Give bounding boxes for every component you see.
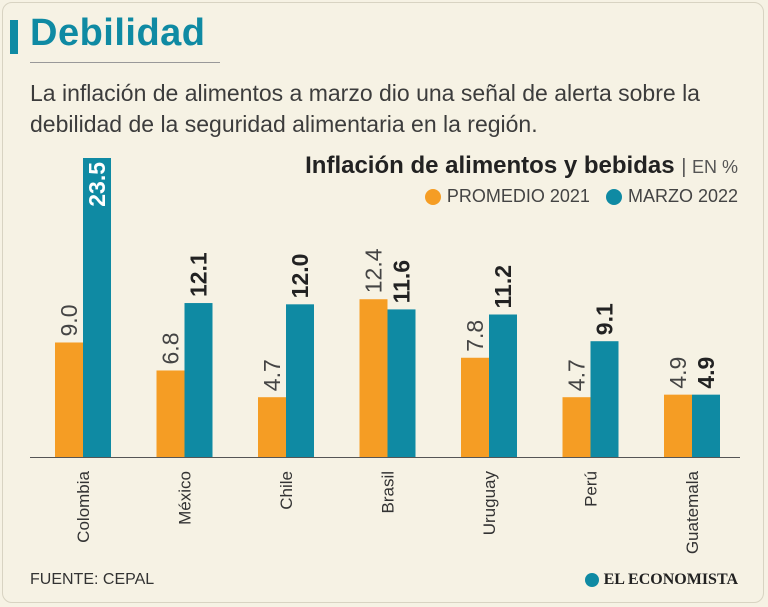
bar-2022-2 (286, 304, 314, 457)
value-label-2021-2: 4.7 (259, 359, 285, 391)
category-label-3: Brasil (379, 471, 398, 514)
subtitle: La inflación de alimentos a marzo dio un… (30, 80, 700, 137)
value-label-2022-1: 12.1 (186, 252, 212, 297)
bar-2022-6 (692, 394, 720, 457)
category-label-1: México (176, 471, 195, 525)
legend-item-2021: PROMEDIO 2021 (424, 186, 590, 207)
bar-2022-1 (184, 303, 213, 457)
bar-2022-0 (83, 158, 111, 457)
bar-2021-4 (461, 357, 489, 457)
value-label-2022-6: 4.9 (693, 357, 719, 389)
brand-name: EL ECONOMISTA (603, 571, 738, 588)
brand-logo: EL ECONOMISTA (584, 571, 738, 589)
title-accent-bar (10, 20, 18, 54)
value-label-2022-0: 23.5 (84, 162, 110, 207)
bar-2022-3 (387, 309, 416, 457)
chart-title-text: Inflación de alimentos y bebidas (305, 152, 675, 179)
source-note: FUENTE: CEPAL (30, 571, 155, 588)
legend-item-2022: MARZO 2022 (605, 186, 738, 207)
category-label-0: Colombia (74, 470, 93, 542)
bar-2022-4 (489, 314, 517, 457)
value-label-2022-2: 12.0 (287, 254, 313, 299)
value-label-2021-4: 7.8 (462, 320, 488, 352)
category-label-4: Uruguay (480, 471, 499, 536)
category-label-5: Perú (582, 471, 601, 507)
value-label-2021-0: 9.0 (56, 305, 82, 337)
chart-unit: EN % (691, 157, 738, 177)
chart-title-separator: | (681, 156, 692, 178)
bar-2021-3 (359, 299, 388, 457)
legend-swatch-2021 (424, 188, 441, 205)
value-label-2021-5: 4.7 (564, 359, 590, 391)
chart-legend: PROMEDIO 2021 MARZO 2022 (409, 186, 738, 207)
value-label-2021-1: 6.8 (158, 332, 184, 364)
chart-title: Inflación de alimentos y bebidas | EN % (305, 152, 738, 180)
category-label-2: Chile (277, 471, 296, 510)
value-label-2022-5: 9.1 (592, 303, 618, 335)
value-label-2022-4: 11.2 (490, 265, 516, 309)
value-label-2021-3: 12.4 (361, 248, 387, 293)
value-label-2022-3: 11.6 (389, 260, 415, 304)
bar-2021-5 (562, 397, 591, 457)
bar-2021-2 (258, 397, 286, 457)
page-title: Debilidad (30, 12, 206, 54)
bar-2021-6 (664, 394, 692, 457)
bar-2021-0 (55, 342, 83, 457)
legend-label-2022: MARZO 2022 (627, 186, 738, 206)
value-label-2021-6: 4.9 (665, 357, 691, 389)
legend-swatch-2022 (605, 188, 622, 205)
bar-2022-5 (590, 341, 619, 457)
category-label-6: Guatemala (683, 470, 702, 554)
bar-2021-1 (156, 370, 185, 457)
brand-logo-icon (584, 573, 599, 587)
legend-label-2021: PROMEDIO 2021 (446, 186, 590, 206)
title-underline (30, 62, 220, 63)
